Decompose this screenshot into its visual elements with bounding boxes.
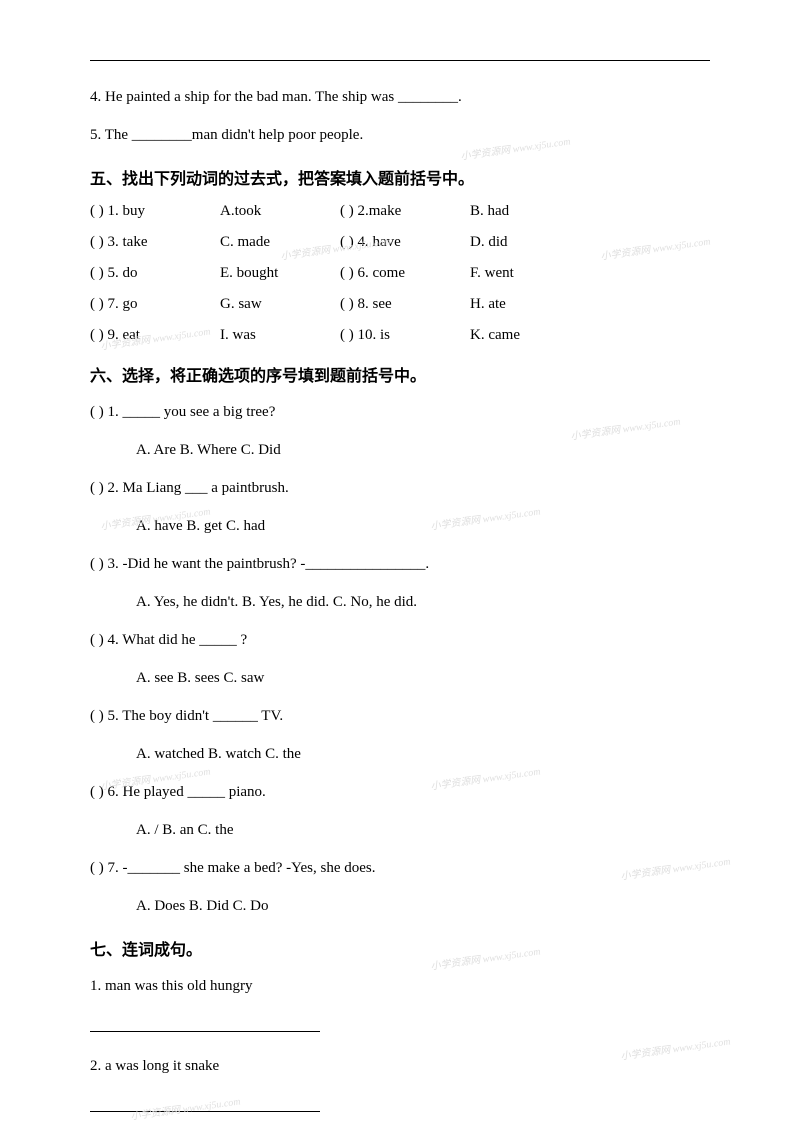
s5-cell: K. came [470,327,590,344]
s6-q6-options: A. / B. an C. the [90,818,710,842]
s5-row-5: ( ) 9. eat I. was ( ) 10. is K. came [90,327,710,344]
s7-q2: 2. a was long it snake [90,1054,710,1078]
s7-q2-blank [90,1092,710,1120]
s5-row-2: ( ) 3. take C. made ( ) 4. have D. did [90,234,710,251]
question-5: 5. The ________man didn't help poor peop… [90,123,710,147]
s5-cell: ( ) 10. is [340,327,470,344]
question-4: 4. He painted a ship for the bad man. Th… [90,85,710,109]
s5-cell: ( ) 3. take [90,234,220,251]
s5-cell: ( ) 4. have [340,234,470,251]
s5-cell: I. was [220,327,340,344]
s5-cell: H. ate [470,296,590,313]
header-rule [90,60,710,61]
s7-q1-blank [90,1012,710,1040]
s6-q4-options: A. see B. sees C. saw [90,666,710,690]
s5-row-3: ( ) 5. do E. bought ( ) 6. come F. went [90,265,710,282]
s5-cell: F. went [470,265,590,282]
s6-q2: ( ) 2. Ma Liang ___ a paintbrush. [90,476,710,500]
s5-row-1: ( ) 1. buy A.took ( ) 2.make B. had [90,203,710,220]
s6-q3-options: A. Yes, he didn't. B. Yes, he did. C. No… [90,590,710,614]
section-5-title: 五、找出下列动词的过去式，把答案填入题前括号中。 [90,165,710,189]
s5-cell: D. did [470,234,590,251]
section-6-title: 六、选择，将正确选项的序号填到题前括号中。 [90,362,710,386]
s5-cell: G. saw [220,296,340,313]
s5-cell: E. bought [220,265,340,282]
s5-cell: ( ) 7. go [90,296,220,313]
s5-cell: ( ) 2.make [340,203,470,220]
s5-cell: ( ) 9. eat [90,327,220,344]
s6-q6: ( ) 6. He played _____ piano. [90,780,710,804]
s5-cell: ( ) 5. do [90,265,220,282]
s6-q7-options: A. Does B. Did C. Do [90,894,710,918]
s6-q3: ( ) 3. -Did he want the paintbrush? -___… [90,552,710,576]
s6-q4: ( ) 4. What did he _____ ? [90,628,710,652]
s5-cell: ( ) 1. buy [90,203,220,220]
s6-q2-options: A. have B. get C. had [90,514,710,538]
s6-q7: ( ) 7. -_______ she make a bed? -Yes, sh… [90,856,710,880]
s6-q1: ( ) 1. _____ you see a big tree? [90,400,710,424]
s5-cell: ( ) 8. see [340,296,470,313]
s7-q1: 1. man was this old hungry [90,974,710,998]
s5-cell: ( ) 6. come [340,265,470,282]
s5-cell: A.took [220,203,340,220]
s5-row-4: ( ) 7. go G. saw ( ) 8. see H. ate [90,296,710,313]
s5-cell: C. made [220,234,340,251]
section-7-title: 七、连词成句。 [90,936,710,960]
s5-cell: B. had [470,203,590,220]
s6-q5: ( ) 5. The boy didn't ______ TV. [90,704,710,728]
s6-q5-options: A. watched B. watch C. the [90,742,710,766]
s6-q1-options: A. Are B. Where C. Did [90,438,710,462]
